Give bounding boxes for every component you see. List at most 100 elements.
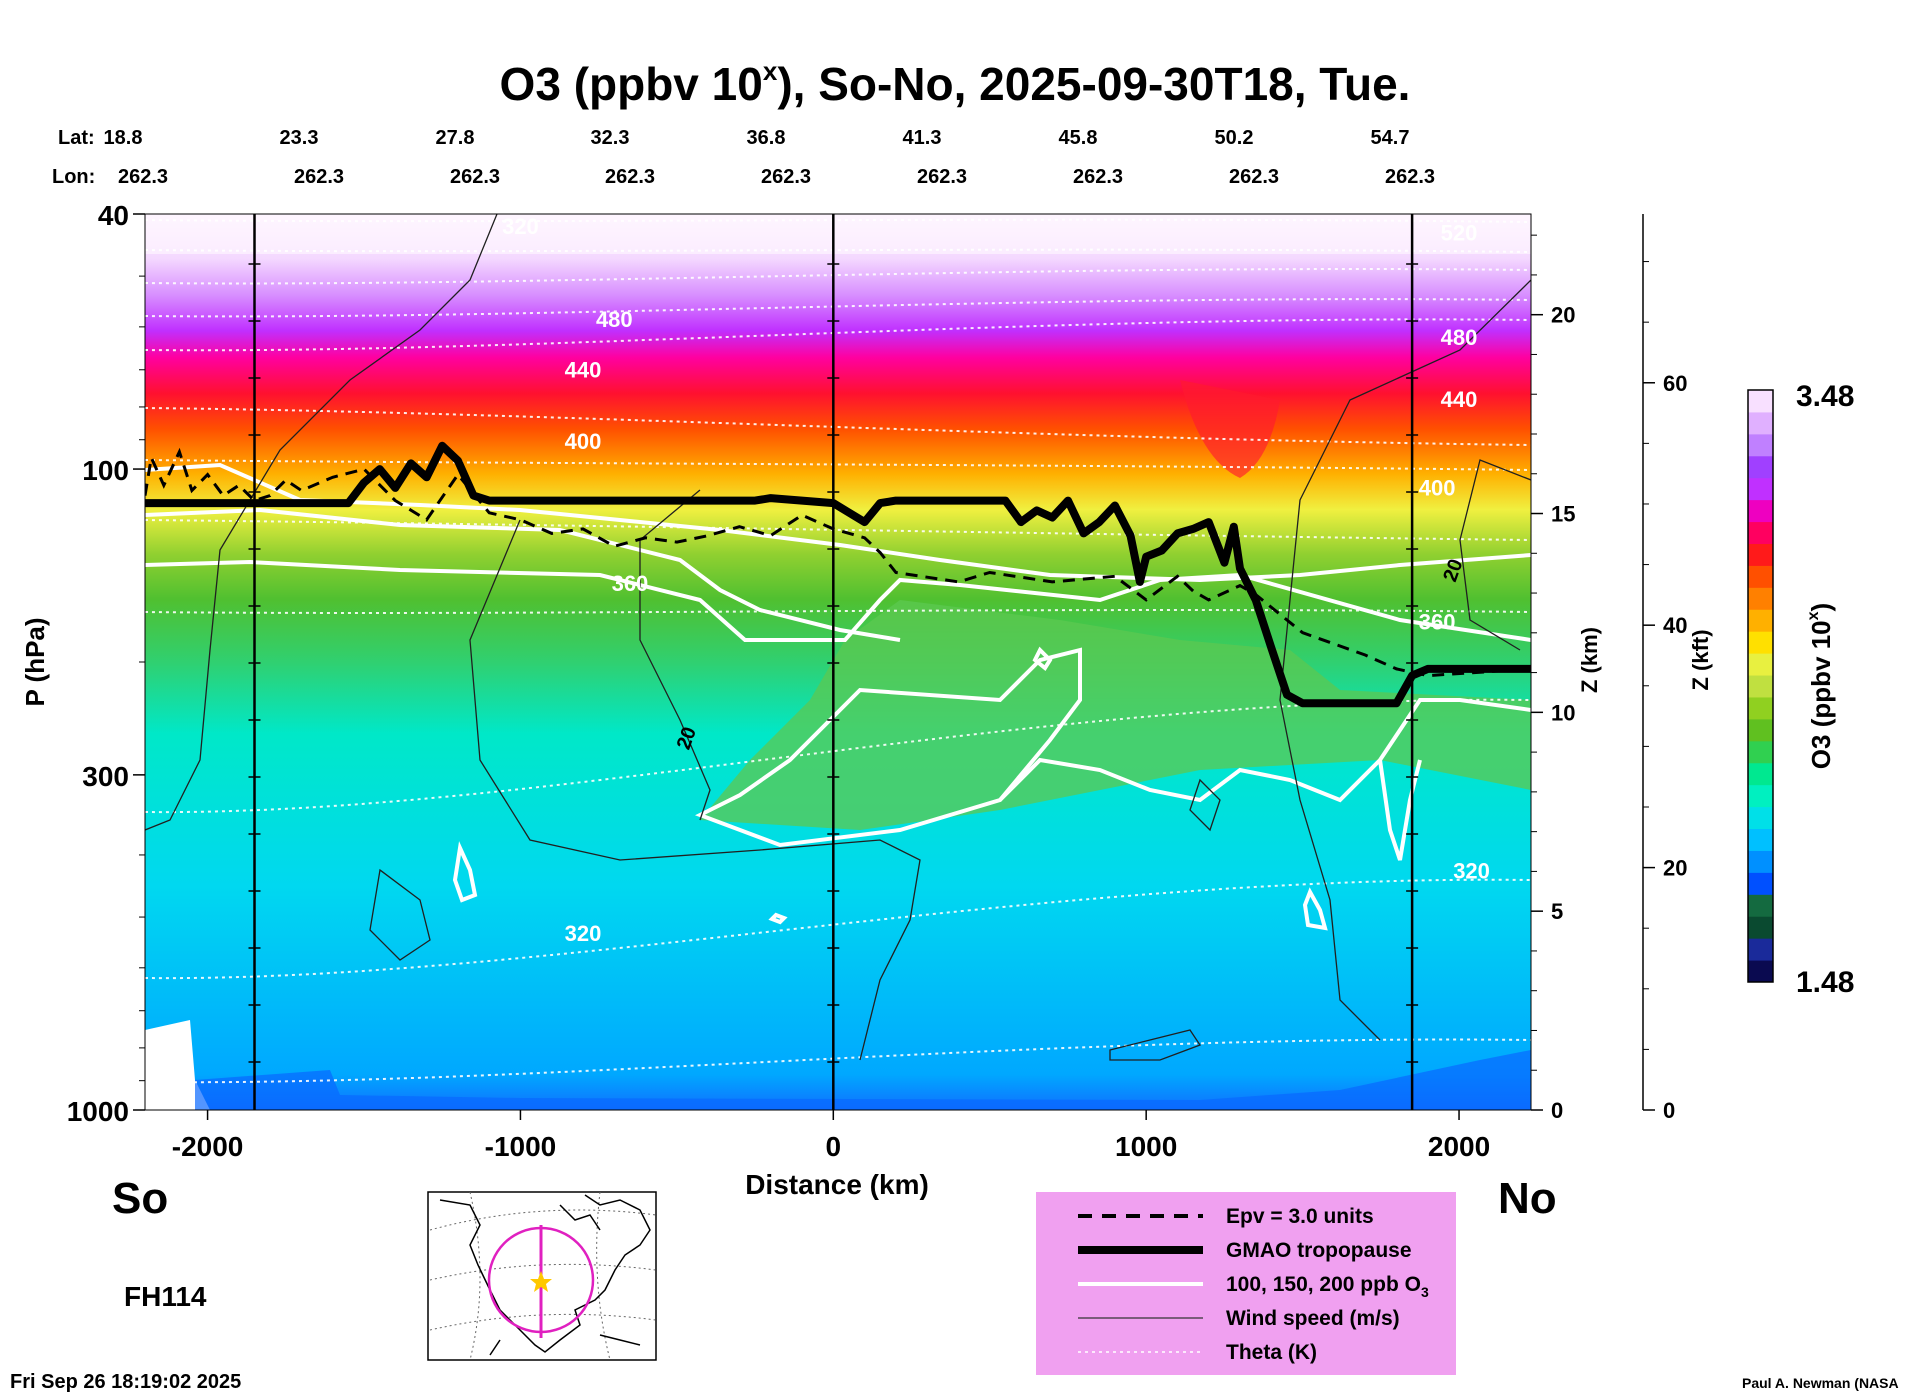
legend-label: 100, 150, 200 ppb O3: [1226, 1273, 1429, 1300]
timestamp: Fri Sep 26 18:19:02 2025: [10, 1371, 241, 1393]
y-tick-label: 40: [98, 200, 129, 231]
x-tick-label: 1000: [1115, 1131, 1177, 1162]
y-axis-title: P (hPa): [20, 617, 50, 706]
z-km-tick-label: 15: [1551, 502, 1575, 527]
legend: Epv = 3.0 units GMAO tropopause 100, 150, …: [1036, 1192, 1456, 1375]
x-tick-label: 2000: [1428, 1131, 1490, 1162]
wind-speed-contour: [1109, 1029, 1201, 1061]
colorbar-title: O3 (ppbv 10x): [1805, 603, 1836, 769]
wind-speed-contour: [1459, 459, 1531, 651]
z-kft-axis-title: Z (kft): [1688, 629, 1713, 690]
theta-label: 320: [565, 921, 602, 946]
surface-low-ozone-region: [195, 1050, 1531, 1110]
ozone-contours: [145, 462, 1531, 931]
south-end-label: So: [112, 1174, 168, 1223]
theta-line: [145, 248, 1531, 253]
lon-tick-label: 262.3: [1385, 166, 1435, 188]
lat-tick-label: 23.3: [280, 127, 319, 149]
wind-speed-contour: [469, 519, 921, 1061]
colorbar-swatch: [1748, 828, 1773, 851]
theta-label: 320: [502, 214, 539, 239]
station-lines: [248, 214, 1419, 1110]
theta-line: [145, 519, 1531, 541]
lat-tick-label: 50.2: [1215, 127, 1254, 149]
tropopause-line: [145, 441, 1531, 708]
z-km-tick-label: 20: [1551, 303, 1575, 328]
lat-tick-label: 36.8: [747, 127, 786, 149]
legend-label: Wind speed (m/s): [1226, 1307, 1400, 1330]
lat-tick-label: 54.7: [1371, 127, 1410, 149]
colorbar-swatch: [1748, 872, 1773, 895]
theta-line: [145, 878, 1531, 980]
lat-tick-label: 27.8: [436, 127, 475, 149]
colorbar-frame: [1747, 389, 1774, 983]
x-tick-label: 0: [826, 1131, 842, 1162]
y-tick-label: 100: [82, 455, 129, 486]
colorbar-swatch: [1748, 762, 1773, 786]
map-center-star-icon: [530, 1271, 552, 1292]
ozone-contour: [695, 647, 1082, 848]
colorbar-swatch: [1748, 653, 1773, 676]
theta-line: [145, 609, 1531, 614]
colorbar-swatch: [1748, 784, 1773, 808]
lon-tick-label: 262.3: [118, 166, 168, 188]
chart-title: O3 (ppbv 10x), So-No, 2025-09-30T18, Tue…: [500, 56, 1411, 110]
lat-tick-label: 45.8: [1059, 127, 1098, 149]
colorbar-swatch: [1748, 411, 1773, 435]
y-axis: 40 100 300 1000: [67, 200, 145, 1127]
colorbar-swatch: [1748, 675, 1773, 698]
y-tick-label: 300: [82, 761, 129, 792]
theta-line: [145, 298, 1531, 318]
colorbar-swatch: [1748, 718, 1773, 742]
legend-entries: Epv = 3.0 units GMAO tropopause 100, 150, …: [1078, 1205, 1429, 1364]
inset-map: [427, 1191, 657, 1361]
wind-speed-contour: [639, 489, 711, 821]
colorbar-swatch: [1748, 894, 1773, 917]
author-credit: Paul A. Newman (NASA: [1742, 1375, 1899, 1391]
colorbar-swatch: [1748, 631, 1773, 654]
legend-label: Theta (K): [1226, 1341, 1317, 1364]
theta-line: [145, 318, 1531, 352]
colorbar-swatch: [1748, 916, 1773, 939]
theta-line: [145, 268, 1531, 285]
z-kft-tick-label: 40: [1663, 613, 1687, 638]
theta-line: [145, 1038, 1531, 1084]
colorbar-swatch: [1748, 960, 1773, 983]
ozone-contour: [768, 912, 788, 925]
colorbar-swatches: [1748, 390, 1773, 983]
x-axis: -2000 -1000 0 1000 2000: [172, 1110, 1490, 1162]
theta-labels: 320 480 440 400 360 320 520 480 440 400 360 320: [502, 214, 1490, 946]
z-kft-tick-label: 0: [1663, 1098, 1675, 1123]
theta-label: 480: [596, 307, 633, 332]
colorbar-swatch: [1748, 938, 1773, 961]
theta-line: [145, 407, 1531, 446]
z-kft-axis: 0 20 40 60: [1642, 214, 1687, 1123]
lat-tick-label: 32.3: [591, 127, 630, 149]
colorbar-swatch: [1748, 390, 1773, 413]
colorbar-swatch: [1748, 696, 1773, 720]
theta-label: 520: [1441, 221, 1478, 246]
ozone-contour: [452, 841, 478, 903]
wind-speed-contour: [1279, 279, 1531, 1041]
colorbar-swatch: [1748, 850, 1773, 873]
colorbar-swatch: [1748, 521, 1773, 544]
colorbar-swatch: [1748, 587, 1773, 610]
theta-label: 440: [1441, 387, 1478, 412]
colorbar-swatch: [1748, 477, 1773, 501]
colorbar-swatch: [1748, 433, 1773, 457]
y-tick-label: 1000: [67, 1096, 129, 1127]
lon-row-label: Lon:: [52, 166, 95, 188]
x-tick-label: -2000: [172, 1131, 244, 1162]
ozone-contour: [1302, 887, 1328, 931]
lon-tick-label: 262.3: [450, 166, 500, 188]
lon-tick-label: 262.3: [294, 166, 344, 188]
map-coastline: [439, 1194, 651, 1356]
ozone-intrusion-region: [700, 600, 1531, 830]
wind-speed-contour: [369, 868, 431, 961]
theta-label: 360: [612, 571, 649, 596]
x-axis-title: Distance (km): [745, 1169, 929, 1200]
theta-lines: [145, 218, 1531, 1084]
ozone-contour: [145, 559, 1531, 642]
ozone-contour: [1032, 646, 1053, 671]
